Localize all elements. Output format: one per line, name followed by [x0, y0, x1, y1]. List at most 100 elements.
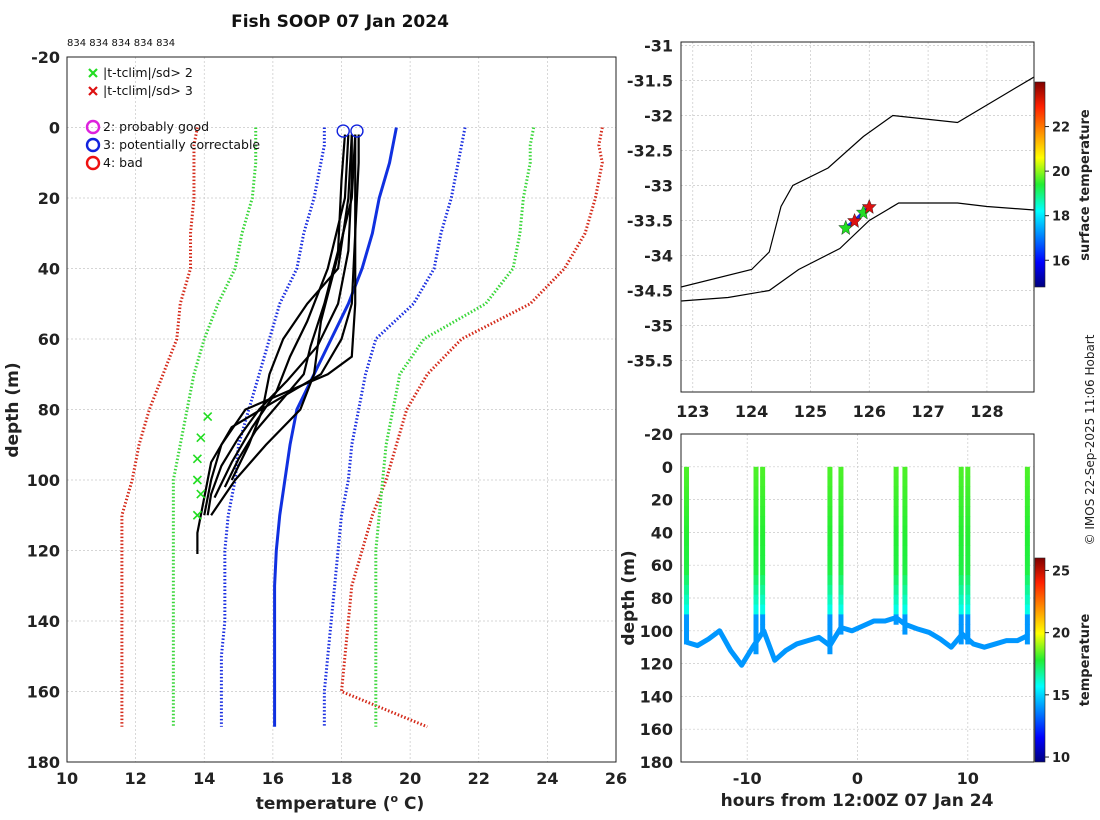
climatology-plus3sd	[339, 127, 604, 729]
cast-segment	[684, 545, 690, 556]
profiles-ytick: 120	[27, 542, 60, 561]
cast-segment	[838, 614, 844, 625]
timeseries-panel: -10 0 10 -20 0 20 40 60 80 100 120 140 160 180 hours …	[619, 425, 1093, 811]
cast-segment	[760, 604, 766, 615]
profiles-xtick: 14	[193, 769, 215, 788]
map-colorbar-label: surface temperature	[1078, 109, 1093, 261]
cast-segment	[753, 575, 759, 586]
cast-segment	[902, 624, 908, 635]
profiles-ytick: 100	[27, 471, 60, 490]
cast-segment	[684, 594, 690, 606]
cast-segment	[684, 466, 690, 478]
cast-segment	[965, 535, 971, 547]
legend-circle-marker	[85, 137, 101, 153]
cast-segment	[902, 614, 908, 625]
profiles-ytick: 140	[27, 612, 60, 631]
map-ytick: -35.5	[627, 352, 673, 371]
cast-segment	[838, 555, 844, 566]
timeseries-ytick: 60	[651, 556, 673, 575]
cast-segment	[838, 516, 844, 527]
profiles-ytick: -20	[31, 48, 60, 67]
cast-segment	[827, 535, 833, 547]
cast-segment	[760, 614, 766, 625]
cast-segment	[902, 545, 908, 556]
cast-segment	[902, 604, 908, 615]
cast-segment	[893, 506, 899, 517]
cast-segment	[753, 516, 759, 527]
qc3-circle	[350, 124, 364, 138]
cast-segment	[760, 516, 766, 527]
map-ytick: -34	[644, 247, 673, 266]
cast-segment	[753, 486, 759, 497]
cast-segment	[760, 594, 766, 606]
map-xtick: 127	[911, 402, 944, 421]
profiles-xtick: 12	[124, 769, 146, 788]
cast-segment	[958, 506, 964, 517]
flag2-marker	[203, 411, 213, 422]
figure-title: Fish SOOP 07 Jan 2024	[231, 12, 449, 32]
cast-segment	[827, 614, 833, 625]
cast-segment	[893, 575, 899, 586]
cast-segment	[1024, 496, 1030, 507]
cast-segment	[753, 594, 759, 606]
profiles-xlabel: temperature (o C)	[256, 792, 425, 814]
cast-segment	[827, 516, 833, 527]
cast-segment	[684, 525, 690, 537]
cast-segment	[684, 634, 690, 645]
cast-segment	[958, 594, 964, 606]
cast-segment	[753, 476, 759, 487]
cast-segment	[893, 525, 899, 537]
cast-segment	[1024, 516, 1030, 527]
cast-segment	[893, 516, 899, 527]
cast-segment	[965, 496, 971, 507]
cast-segment	[753, 643, 759, 655]
timeseries-ytick: -20	[644, 425, 673, 444]
xbt-profiles	[196, 134, 360, 555]
cast-segment	[893, 604, 899, 615]
cast-segment	[1024, 535, 1030, 547]
map-colorbar-tick: 22	[1052, 121, 1070, 136]
climatology-mean	[273, 127, 398, 727]
timeseries-xlabel: hours from 12:00Z 07 Jan 24	[721, 791, 994, 811]
cast-segment	[958, 516, 964, 527]
timeseries-colorbar-label: temperature	[1078, 614, 1093, 707]
profiles-xtick: 20	[399, 769, 421, 788]
cast-segment	[760, 545, 766, 556]
cast-segment	[684, 496, 690, 507]
legend-qc-label: 4: bad	[103, 155, 143, 170]
cast-segment	[827, 545, 833, 556]
cast-segment	[965, 614, 971, 625]
cast-segment	[753, 584, 759, 596]
legend-circle-marker	[85, 155, 101, 171]
legend-flag-label: |t-tclim|/sd> 2	[103, 65, 193, 80]
cast-segment	[760, 476, 766, 487]
cast-segment	[1024, 525, 1030, 537]
map-colorbar-ticks: 16 18 20 22	[1045, 121, 1070, 269]
map-colorbar-tick: 18	[1052, 210, 1070, 225]
cast-segment	[753, 555, 759, 566]
cast-segment	[1024, 555, 1030, 566]
cast-segment	[827, 476, 833, 487]
cast-segment	[965, 516, 971, 527]
cast-segment	[1024, 614, 1030, 625]
timeseries-ylabel: depth (m)	[619, 550, 639, 645]
profiles-ytick: 60	[38, 330, 60, 349]
cast-segment	[838, 535, 844, 547]
cast-segment	[827, 525, 833, 537]
flag2-marker	[192, 475, 202, 485]
cast-segment	[1024, 575, 1030, 586]
cast-segment	[965, 506, 971, 517]
cast-segment	[902, 535, 908, 547]
profile-line	[203, 134, 357, 516]
cast-segment	[684, 575, 690, 586]
cast-segment	[827, 466, 833, 478]
cast-segment	[902, 506, 908, 517]
cast-segment	[684, 614, 690, 625]
cast-segment	[827, 506, 833, 517]
cast-segment	[965, 476, 971, 487]
cast-segment	[760, 506, 766, 517]
cast-segment	[958, 525, 964, 537]
cast-segment	[760, 555, 766, 566]
cast-segment	[965, 575, 971, 586]
